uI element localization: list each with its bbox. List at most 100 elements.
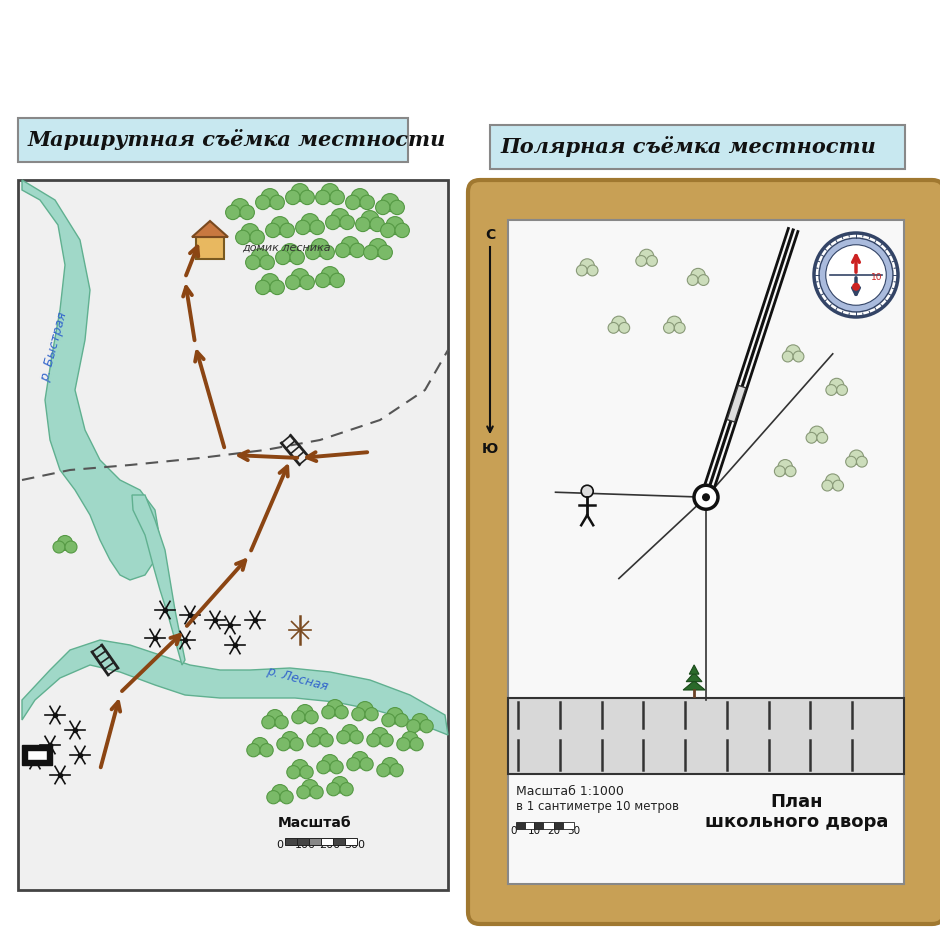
Circle shape bbox=[286, 190, 300, 205]
Circle shape bbox=[846, 456, 856, 467]
Circle shape bbox=[280, 791, 293, 804]
Circle shape bbox=[817, 432, 828, 443]
FancyBboxPatch shape bbox=[468, 180, 940, 924]
Bar bbox=[27, 750, 47, 760]
Circle shape bbox=[360, 196, 374, 210]
Circle shape bbox=[65, 541, 77, 553]
Bar bbox=[18, 180, 448, 890]
Circle shape bbox=[350, 243, 365, 258]
Circle shape bbox=[321, 706, 335, 719]
Circle shape bbox=[310, 220, 324, 235]
Circle shape bbox=[320, 245, 335, 259]
Circle shape bbox=[266, 223, 280, 238]
Circle shape bbox=[300, 765, 313, 779]
Circle shape bbox=[310, 786, 323, 799]
Bar bbox=[333, 838, 345, 845]
Circle shape bbox=[261, 189, 279, 207]
Circle shape bbox=[340, 783, 353, 796]
Circle shape bbox=[270, 280, 285, 294]
Circle shape bbox=[316, 274, 330, 288]
Circle shape bbox=[420, 720, 433, 733]
Circle shape bbox=[245, 255, 260, 270]
Text: 0: 0 bbox=[510, 826, 517, 836]
Circle shape bbox=[352, 752, 368, 768]
Circle shape bbox=[390, 200, 404, 214]
Circle shape bbox=[327, 783, 340, 796]
Circle shape bbox=[361, 211, 379, 228]
Circle shape bbox=[782, 352, 793, 362]
Circle shape bbox=[793, 352, 804, 362]
Circle shape bbox=[260, 744, 274, 757]
Circle shape bbox=[321, 267, 339, 285]
Circle shape bbox=[785, 466, 796, 477]
Circle shape bbox=[335, 706, 348, 719]
Circle shape bbox=[251, 248, 269, 267]
Circle shape bbox=[327, 699, 343, 716]
Circle shape bbox=[380, 733, 393, 746]
Circle shape bbox=[608, 322, 619, 334]
Circle shape bbox=[321, 755, 338, 771]
Text: р. Лесная: р. Лесная bbox=[265, 664, 329, 693]
Circle shape bbox=[350, 730, 363, 744]
Circle shape bbox=[330, 274, 344, 288]
Text: 10: 10 bbox=[871, 273, 883, 281]
Bar bbox=[728, 385, 745, 422]
Circle shape bbox=[297, 786, 310, 799]
Circle shape bbox=[312, 728, 328, 744]
Circle shape bbox=[260, 255, 274, 270]
Circle shape bbox=[588, 265, 598, 276]
Circle shape bbox=[291, 711, 305, 724]
Bar bbox=[321, 838, 333, 845]
Circle shape bbox=[250, 230, 264, 244]
Circle shape bbox=[321, 183, 339, 201]
Circle shape bbox=[849, 450, 864, 464]
Text: 30: 30 bbox=[568, 826, 581, 836]
Circle shape bbox=[412, 713, 429, 730]
Polygon shape bbox=[22, 640, 448, 735]
Circle shape bbox=[300, 190, 314, 205]
Circle shape bbox=[347, 758, 360, 771]
Text: 0: 0 bbox=[276, 840, 284, 850]
Polygon shape bbox=[689, 665, 699, 674]
Circle shape bbox=[401, 731, 418, 748]
Circle shape bbox=[807, 432, 817, 443]
Bar bbox=[563, 822, 574, 829]
Circle shape bbox=[639, 249, 654, 263]
Circle shape bbox=[355, 217, 370, 231]
Circle shape bbox=[352, 708, 365, 721]
Polygon shape bbox=[686, 672, 702, 682]
Circle shape bbox=[301, 213, 319, 231]
Circle shape bbox=[702, 494, 710, 501]
Bar bbox=[543, 822, 554, 829]
Circle shape bbox=[325, 215, 340, 229]
Circle shape bbox=[331, 209, 349, 227]
Bar bbox=[490, 125, 905, 169]
Circle shape bbox=[395, 713, 408, 727]
Circle shape bbox=[775, 466, 785, 477]
Circle shape bbox=[576, 265, 588, 276]
Bar bbox=[554, 822, 563, 829]
Circle shape bbox=[382, 758, 399, 774]
Circle shape bbox=[386, 216, 404, 235]
Polygon shape bbox=[683, 681, 705, 690]
Circle shape bbox=[367, 733, 380, 746]
Circle shape bbox=[291, 183, 309, 201]
Circle shape bbox=[240, 205, 255, 220]
Circle shape bbox=[377, 763, 390, 776]
Circle shape bbox=[241, 224, 259, 242]
Circle shape bbox=[647, 256, 657, 266]
Polygon shape bbox=[192, 221, 228, 237]
Circle shape bbox=[852, 283, 860, 290]
Circle shape bbox=[275, 715, 289, 728]
Circle shape bbox=[819, 238, 893, 312]
Circle shape bbox=[342, 725, 358, 741]
Circle shape bbox=[381, 194, 399, 212]
Circle shape bbox=[674, 322, 685, 334]
Text: План
школьного двора: План школьного двора bbox=[705, 792, 888, 831]
Circle shape bbox=[687, 274, 698, 286]
Circle shape bbox=[272, 785, 289, 801]
Circle shape bbox=[814, 233, 898, 317]
Circle shape bbox=[694, 485, 718, 509]
Circle shape bbox=[365, 708, 378, 721]
Bar bbox=[516, 822, 525, 829]
